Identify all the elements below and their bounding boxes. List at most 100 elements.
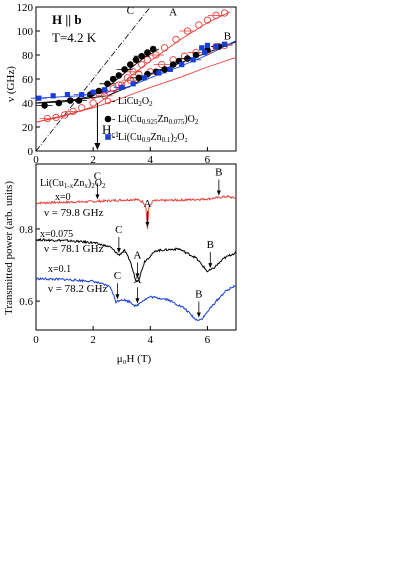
data-point	[169, 61, 177, 68]
data-point	[201, 50, 208, 56]
data-point	[50, 93, 56, 99]
data-point	[172, 35, 180, 44]
data-point	[89, 99, 97, 107]
top-branch-labels: C A B	[127, 5, 231, 42]
temperature-label: T=4.2 K	[52, 30, 97, 45]
data-point	[221, 41, 228, 47]
data-point	[100, 92, 109, 100]
peak-label: C	[94, 170, 101, 182]
top-xtick-label: 4	[148, 154, 154, 166]
data-point	[75, 97, 83, 104]
data-point	[90, 89, 96, 95]
data-point	[135, 74, 143, 82]
peak-label: B	[207, 239, 214, 251]
top-ytick-label: 120	[17, 2, 34, 14]
peak-label: A	[143, 198, 151, 210]
data-point	[79, 92, 85, 98]
data-point	[109, 75, 117, 83]
legend-entry: - Li(Cu0.9Zn0.1)2O₂	[112, 132, 188, 144]
data-point	[130, 81, 136, 87]
data-point	[60, 111, 69, 119]
transmission-curve	[35, 237, 237, 283]
data-point	[212, 11, 220, 20]
top-ytick-label: 80	[22, 50, 34, 62]
top-ytick-label: 60	[22, 74, 34, 86]
data-point	[190, 57, 196, 63]
data-point	[121, 66, 128, 73]
field-orientation-label: H || b	[52, 12, 82, 27]
curve-name-label: x=0	[55, 192, 71, 203]
bottom-xtick-label: 4	[148, 334, 154, 346]
data-point	[204, 42, 211, 48]
data-point	[220, 9, 229, 17]
peak-arrowhead	[196, 312, 201, 318]
bottom-plot-frame	[35, 163, 237, 331]
curve-freq-label: ν = 78.2 GHz	[48, 283, 108, 295]
branch-label: B	[224, 30, 231, 42]
peak-label: C	[114, 270, 121, 282]
peak-arrowhead	[135, 273, 140, 279]
bottom-xtick-label: 0	[33, 334, 39, 346]
bottom-curves	[35, 194, 237, 322]
data-point	[199, 45, 205, 51]
data-point	[156, 70, 162, 76]
top-xtick-label: 6	[205, 154, 211, 166]
branch-label: C	[127, 5, 134, 17]
top-data-points	[30, 9, 233, 123]
data-point	[126, 76, 134, 84]
data-point	[161, 66, 168, 73]
data-point	[144, 49, 151, 56]
data-point	[104, 115, 112, 123]
data-point	[36, 95, 42, 101]
data-point	[55, 99, 63, 107]
dash-dot-line	[35, 6, 151, 152]
peak-arrowhead	[135, 298, 140, 304]
data-point	[213, 44, 219, 50]
legend-entry: - Li(Cu0.925Zn0.075)O2	[112, 114, 199, 126]
data-point	[64, 92, 71, 98]
peak-arrowhead	[115, 294, 120, 300]
top-ytick-label: 100	[17, 26, 34, 38]
data-point	[160, 44, 169, 52]
data-point	[152, 51, 160, 59]
data-point	[105, 134, 111, 140]
peak-arrowhead	[216, 190, 221, 196]
peak-arrowhead	[208, 263, 213, 269]
top-ylabel: ν (GHz)	[5, 66, 17, 102]
data-point	[203, 16, 212, 24]
data-point	[66, 97, 74, 104]
curve-name-label: x=0.075	[40, 229, 73, 240]
data-point	[132, 56, 140, 64]
top-legend: - LiCu2O2 - Li(Cu0.925Zn0.075)O2 - Li(Cu0.…	[104, 96, 199, 144]
data-point	[138, 60, 146, 69]
bottom-ytick-label: 0.8	[19, 224, 33, 236]
peak-arrowhead	[95, 194, 100, 200]
transmission-curve	[35, 277, 237, 322]
data-point	[115, 72, 123, 79]
data-point	[69, 107, 77, 116]
data-point	[179, 62, 185, 68]
data-point	[167, 66, 173, 72]
data-point	[43, 114, 52, 123]
fit-line-lower	[35, 56, 237, 123]
data-point	[149, 45, 157, 53]
data-point	[41, 102, 48, 109]
transmission-curve	[35, 194, 237, 230]
bottom-title: Li(Cu1-xZnx)2O2	[40, 178, 106, 190]
peak-label: B	[215, 167, 222, 179]
top-ytick-label: 40	[22, 98, 34, 110]
peak-label: A	[133, 274, 141, 286]
curve-freq-label: ν = 78.1 GHz	[44, 243, 104, 255]
branch-label: A	[169, 6, 177, 18]
data-point	[143, 56, 152, 64]
data-point	[78, 104, 86, 112]
peak-arrowhead	[145, 221, 150, 227]
bottom-ticks: 0 2 4 6 0.6 0.8	[19, 224, 210, 346]
data-point	[183, 27, 192, 35]
peak-label: B	[195, 289, 202, 301]
